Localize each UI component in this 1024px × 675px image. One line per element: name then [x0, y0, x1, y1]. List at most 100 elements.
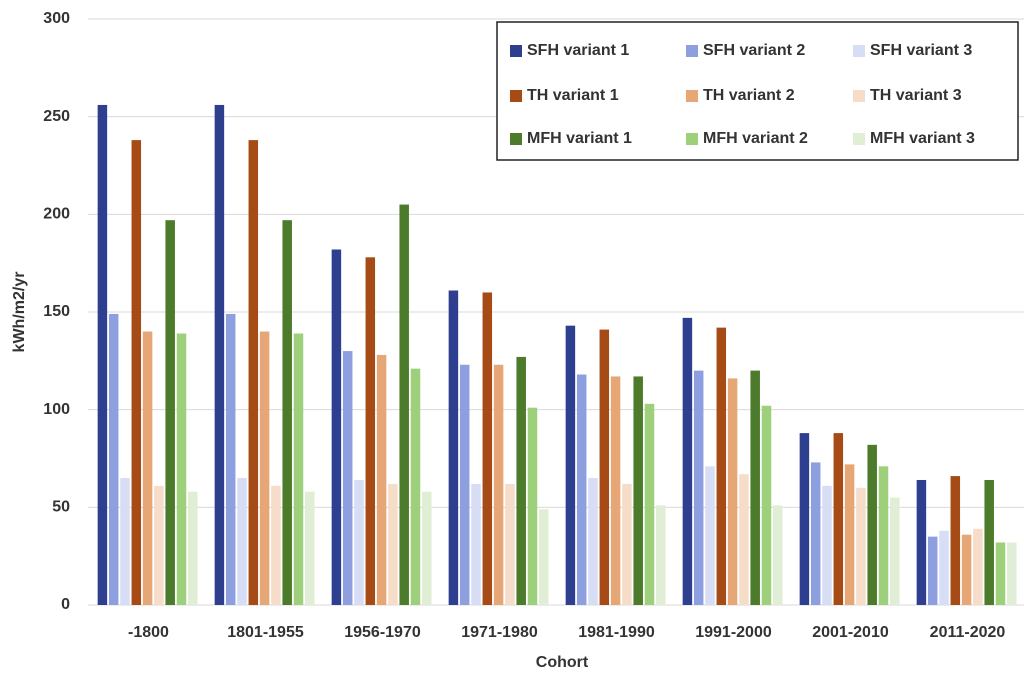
bar	[984, 479, 994, 605]
bar	[773, 505, 783, 605]
bar	[237, 478, 247, 605]
bar	[399, 204, 409, 606]
bar	[365, 257, 376, 605]
bar	[493, 364, 504, 605]
x-tick-label: 2001-2010	[812, 624, 889, 641]
legend-swatch	[853, 90, 865, 102]
bar	[225, 313, 236, 605]
bar	[844, 464, 855, 605]
x-tick-label: 1956-1970	[344, 624, 421, 641]
bar	[271, 485, 281, 605]
bar	[622, 483, 632, 605]
x-tick-label: 1971-1980	[461, 624, 538, 641]
y-tick-label: 50	[52, 499, 70, 516]
x-tick-label: 1991-2000	[695, 624, 772, 641]
bar	[644, 403, 655, 605]
bar	[656, 505, 666, 605]
legend-swatch	[686, 90, 698, 102]
bar	[610, 376, 621, 605]
bar	[961, 534, 972, 605]
bar	[890, 497, 900, 605]
bar	[448, 290, 459, 605]
y-axis-label: kWh/m2/yr	[11, 272, 28, 353]
legend: SFH variant 1 SFH variant 2 SFH variant 3 T…	[496, 21, 1019, 161]
bar	[761, 405, 772, 605]
bar	[331, 249, 342, 605]
legend-label: MFH variant 3	[870, 130, 975, 147]
bar	[376, 354, 387, 605]
bar	[716, 327, 727, 605]
bar	[165, 220, 175, 605]
bar	[482, 292, 493, 605]
bar	[995, 542, 1006, 605]
bar	[576, 374, 587, 605]
bar	[588, 478, 598, 605]
bar	[108, 313, 119, 605]
y-tick-label: 150	[43, 303, 70, 320]
bar	[505, 483, 515, 605]
bar	[1007, 542, 1017, 605]
legend-swatch	[853, 133, 865, 145]
bar	[282, 220, 292, 605]
bar	[293, 333, 304, 605]
bar	[939, 530, 949, 605]
legend-label: MFH variant 1	[527, 130, 632, 147]
bar	[422, 491, 432, 605]
bar	[214, 104, 225, 606]
y-tick-label: 300	[43, 10, 70, 27]
bar	[822, 485, 832, 605]
bar	[527, 407, 538, 605]
bar	[539, 509, 549, 605]
bar	[188, 491, 198, 605]
legend-swatch	[853, 45, 865, 57]
legend-swatch	[510, 90, 522, 102]
legend-box	[496, 21, 1019, 161]
bar	[973, 528, 983, 605]
bar	[856, 487, 866, 605]
bar	[459, 364, 470, 605]
y-tick-label: 250	[43, 108, 70, 125]
y-tick-label: 100	[43, 401, 70, 418]
bar	[599, 329, 610, 605]
legend-label: SFH variant 3	[870, 42, 972, 59]
bar	[248, 140, 259, 605]
bar	[410, 368, 421, 605]
bar	[950, 476, 961, 605]
bar	[878, 466, 889, 605]
y-tick-label: 0	[61, 596, 70, 613]
x-tick-label: 2011-2020	[930, 624, 1006, 641]
legend-label: SFH variant 1	[527, 42, 629, 59]
bar	[833, 433, 844, 605]
x-axis-label: Cohort	[536, 654, 589, 671]
bar	[682, 317, 693, 605]
bar	[259, 331, 270, 605]
legend-label: MFH variant 2	[703, 130, 808, 147]
bar	[810, 462, 821, 605]
legend-swatch	[510, 45, 522, 57]
legend-swatch	[510, 133, 522, 145]
bar	[750, 370, 760, 605]
legend-swatch	[686, 133, 698, 145]
bar	[131, 140, 142, 605]
y-tick-label: 200	[43, 206, 70, 223]
x-tick-label: 1801-1955	[227, 624, 304, 641]
bar	[565, 325, 576, 605]
bar	[305, 491, 315, 605]
bar	[97, 104, 108, 606]
bar	[927, 536, 938, 605]
bar	[120, 478, 130, 605]
bar	[693, 370, 704, 605]
x-tick-label: 1981-1990	[578, 624, 655, 641]
bar	[705, 466, 715, 605]
bar	[739, 474, 749, 605]
bar	[176, 333, 187, 605]
bar	[142, 331, 153, 605]
bar	[799, 433, 810, 605]
legend-label: TH variant 3	[870, 87, 962, 104]
legend-label: TH variant 1	[527, 87, 619, 104]
bar	[867, 444, 877, 605]
bar	[727, 378, 738, 605]
legend-label: SFH variant 2	[703, 42, 805, 59]
bar	[916, 479, 927, 605]
